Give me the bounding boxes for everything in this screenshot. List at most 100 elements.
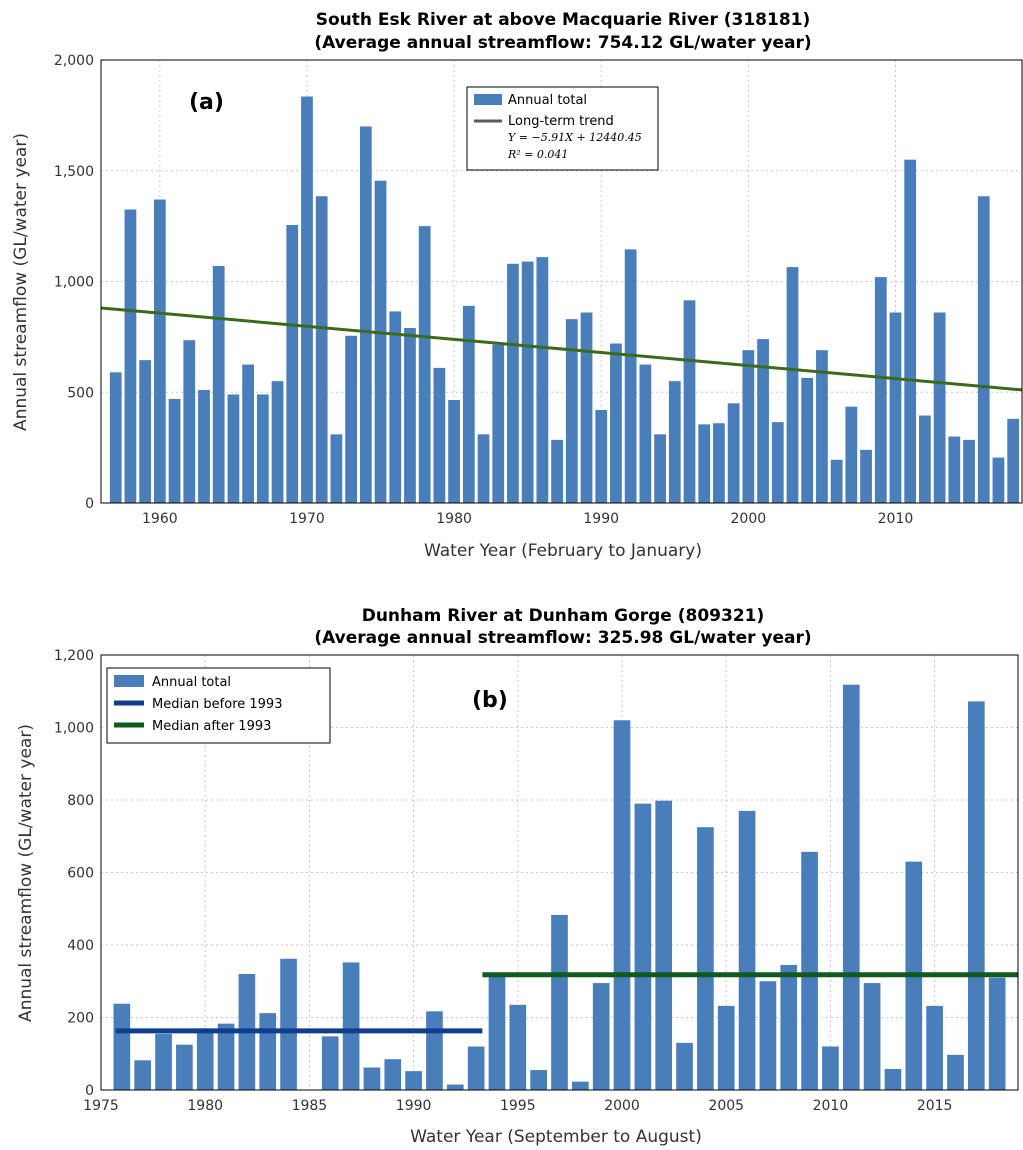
chart-a-bar bbox=[227, 394, 240, 503]
chart-b-bar bbox=[196, 1028, 214, 1091]
chart-a-bar bbox=[904, 159, 917, 503]
chart-b-legend-label-median-before: Median before 1993 bbox=[152, 697, 282, 712]
chart-b-bar bbox=[717, 1005, 735, 1090]
chart-a-bar bbox=[389, 311, 402, 503]
chart-b-bar bbox=[738, 810, 756, 1091]
chart-a-bar bbox=[551, 439, 563, 503]
chart-a-xtick-label: 1980 bbox=[436, 511, 472, 527]
chart-b-ytick-label: 800 bbox=[67, 793, 94, 809]
chart-a-ytick-label: 1,000 bbox=[54, 275, 94, 291]
chart-a-ylabel: Annual streamflow (GL/water year) bbox=[11, 133, 31, 431]
chart-a-bar bbox=[109, 372, 122, 503]
chart-b-bar bbox=[467, 1046, 485, 1090]
chart-b-xtick-label: 1975 bbox=[83, 1098, 119, 1114]
chart-a-bar bbox=[271, 381, 284, 503]
chart-a-ytick-label: 500 bbox=[67, 385, 94, 401]
chart-b-bar bbox=[863, 983, 881, 1090]
chart-b-bar bbox=[759, 981, 777, 1090]
chart-a-bar bbox=[345, 335, 357, 503]
chart-a-bar bbox=[816, 350, 828, 503]
chart-b-bar bbox=[363, 1067, 381, 1090]
chart-b-ytick-label: 600 bbox=[67, 866, 94, 882]
chart-a: South Esk River at above Macquarie River… bbox=[11, 10, 1023, 561]
chart-b-xtick-label: 1995 bbox=[500, 1098, 536, 1114]
chart-a-frame bbox=[100, 59, 1023, 504]
chart-a-bar bbox=[919, 415, 931, 503]
chart-a-bar bbox=[624, 249, 637, 503]
chart-a-legend-swatch-bars bbox=[474, 94, 502, 105]
chart-b-bar bbox=[592, 983, 610, 1090]
chart-a-bar bbox=[727, 403, 740, 503]
chart-a-bar bbox=[242, 364, 255, 503]
chart-b-bar bbox=[926, 1005, 943, 1090]
chart-b-bar bbox=[676, 1042, 693, 1091]
chart-a-bar bbox=[404, 328, 416, 503]
chart-b-overlay bbox=[115, 972, 1018, 1034]
chart-a-xtick-label: 1970 bbox=[289, 511, 325, 527]
chart-a-xtick-label: 1990 bbox=[583, 511, 619, 527]
chart-b-bar bbox=[134, 1060, 152, 1090]
chart-a-bar bbox=[286, 225, 299, 503]
chart-b-bar bbox=[967, 701, 985, 1090]
chart-b-title: Dunham River at Dunham Gorge (809321) bbox=[362, 606, 765, 626]
chart-a-bar bbox=[610, 343, 622, 503]
chart-b-ylabel: Annual streamflow (GL/water year) bbox=[16, 724, 36, 1022]
chart-b-bar bbox=[634, 803, 652, 1091]
chart-b-subtitle: (Average annual streamflow: 325.98 GL/wa… bbox=[314, 628, 811, 648]
chart-b-bar bbox=[884, 1068, 902, 1090]
chart-a-bar bbox=[830, 459, 843, 503]
chart-a-bar bbox=[477, 434, 490, 503]
chart-b-bar bbox=[342, 962, 360, 1090]
chart-b-bar bbox=[488, 975, 506, 1090]
chart-a-bar bbox=[124, 209, 137, 503]
chart-b-legend-box bbox=[106, 667, 331, 744]
chart-b-xtick-label: 2010 bbox=[813, 1098, 849, 1114]
chart-b-bar bbox=[405, 1071, 422, 1090]
chart-a-bar bbox=[977, 196, 990, 503]
chart-a-bar bbox=[565, 319, 578, 503]
chart-b-ytick-label: 0 bbox=[85, 1083, 94, 1099]
chart-b-panel-label: (b) bbox=[472, 688, 508, 713]
chart-a-bar bbox=[521, 261, 534, 503]
chart-b-xtick-label: 2000 bbox=[604, 1098, 640, 1114]
chart-a-bar bbox=[757, 339, 769, 503]
chart-a-xtick-label: 2010 bbox=[878, 511, 914, 527]
chart-a-xtick-label: 1960 bbox=[142, 511, 178, 527]
chart-a-bar bbox=[874, 277, 887, 503]
chart-a-bar bbox=[992, 457, 1005, 503]
chart-a-bar bbox=[801, 377, 814, 503]
chart-b-bar bbox=[780, 964, 798, 1090]
chart-b-bar bbox=[446, 1084, 464, 1090]
chart-a-bar bbox=[786, 267, 799, 503]
chart-b-bar bbox=[280, 958, 297, 1090]
chart-a-bar bbox=[1007, 418, 1020, 503]
chart-a-bar bbox=[418, 226, 431, 504]
chart-a-bar bbox=[492, 344, 505, 503]
chart-a-bar bbox=[948, 436, 961, 503]
chart-a-bar bbox=[330, 434, 343, 503]
chart-b-bar bbox=[655, 800, 673, 1090]
chart-b-xtick-label: 2005 bbox=[708, 1098, 744, 1114]
chart-b-bar bbox=[551, 914, 568, 1090]
chart-b-ytick-label: 1,000 bbox=[54, 721, 94, 737]
chart-b-bar bbox=[947, 1054, 964, 1090]
chart-a-bar bbox=[536, 257, 549, 503]
chart-a-bar bbox=[595, 409, 608, 503]
chart-a-bar bbox=[845, 406, 858, 503]
chart-a-xtick-label: 2000 bbox=[731, 511, 767, 527]
chart-b-bar bbox=[426, 1011, 443, 1090]
chart-b-xtick-label: 1985 bbox=[292, 1098, 328, 1114]
chart-a-bar bbox=[713, 423, 725, 503]
chart-b-bar bbox=[509, 1004, 527, 1090]
chart-a-trend-line bbox=[100, 306, 1023, 392]
chart-a-bar bbox=[507, 263, 519, 503]
chart-a-bar bbox=[433, 367, 446, 503]
chart-a-ytick-label: 2,000 bbox=[54, 53, 94, 69]
chart-b-ytick-label: 400 bbox=[67, 938, 94, 954]
chart-a-bars bbox=[109, 96, 1020, 504]
chart-a-bar bbox=[374, 180, 387, 503]
chart-a-title: South Esk River at above Macquarie River… bbox=[316, 10, 811, 30]
chart-a-bar bbox=[654, 434, 666, 503]
chart-a-ytick-label: 1,500 bbox=[54, 164, 94, 180]
